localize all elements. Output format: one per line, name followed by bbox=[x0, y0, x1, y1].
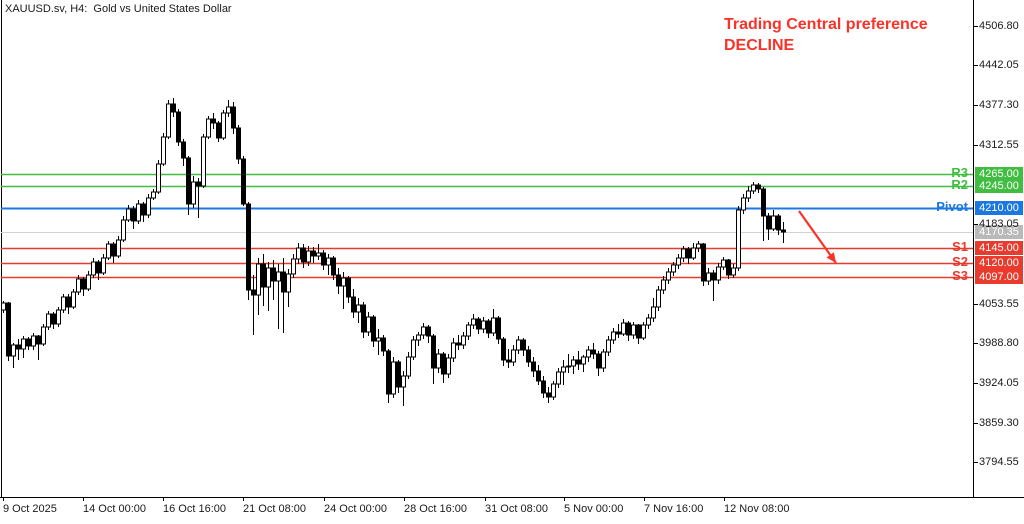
axis-ticks bbox=[3, 26, 978, 501]
time-tick-label: 5 Nov 00:00 bbox=[564, 503, 624, 515]
bid-price-badge: 4170.35 bbox=[975, 225, 1023, 239]
time-tick-label: 24 Oct 00:00 bbox=[324, 503, 387, 515]
decline-arrow[interactable] bbox=[798, 210, 837, 264]
time-tick-label: 12 Nov 08:00 bbox=[724, 503, 790, 515]
time-tick-label: 28 Oct 16:00 bbox=[404, 503, 467, 515]
price-tick-label: 4442.05 bbox=[979, 59, 1019, 71]
price-tick-label: 3794.55 bbox=[979, 456, 1019, 468]
level-badge-r3: 4265.00 bbox=[975, 167, 1023, 181]
price-tick-label: 4183.05 bbox=[979, 218, 1019, 230]
level-badge-s2: 4120.00 bbox=[975, 256, 1023, 270]
chart-title: XAUUSD.sv, H4: Gold vs United States Dol… bbox=[5, 3, 232, 15]
level-badge-s3: 4097.00 bbox=[975, 270, 1023, 284]
trading-central-note-line1: Trading Central preference bbox=[724, 16, 928, 33]
time-tick-label: 31 Oct 08:00 bbox=[485, 503, 548, 515]
candles-layer bbox=[1, 98, 786, 406]
time-tick-label: 14 Oct 00:00 bbox=[83, 503, 146, 515]
price-tick-label: 3988.80 bbox=[979, 337, 1019, 349]
trading-central-note-line2: DECLINE bbox=[724, 37, 795, 54]
price-tick-label: 4312.55 bbox=[979, 139, 1019, 151]
time-tick-label: 7 Nov 16:00 bbox=[644, 503, 704, 515]
price-tick-label: 3859.30 bbox=[979, 417, 1019, 429]
time-tick-label: 16 Oct 16:00 bbox=[163, 503, 226, 515]
level-badge-s1: 4145.00 bbox=[975, 241, 1023, 255]
time-tick-label: 9 Oct 2025 bbox=[3, 503, 57, 515]
level-badge-pivot: 4210.00 bbox=[975, 201, 1023, 215]
level-badge-r2: 4245.00 bbox=[975, 179, 1023, 193]
trading-central-note[interactable]: Trading Central preference DECLINE bbox=[724, 14, 928, 56]
price-tick-label: 4053.55 bbox=[979, 298, 1019, 310]
price-tick-label: 4506.80 bbox=[979, 20, 1019, 32]
time-tick-label: 21 Oct 08:00 bbox=[243, 503, 306, 515]
price-tick-label: 4377.30 bbox=[979, 99, 1019, 111]
price-tick-label: 3924.05 bbox=[979, 377, 1019, 389]
